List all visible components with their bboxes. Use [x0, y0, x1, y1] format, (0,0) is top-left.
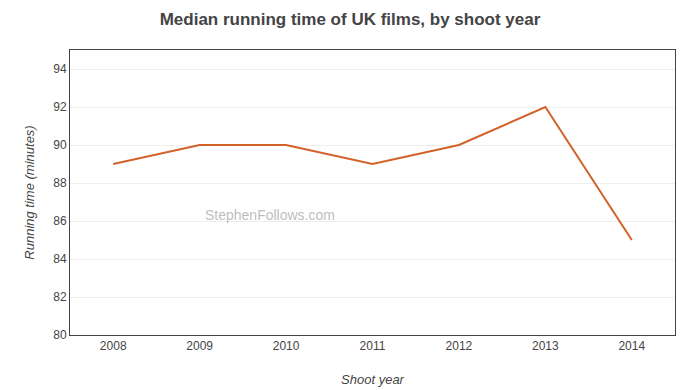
svg-text:2013: 2013	[532, 339, 559, 353]
svg-text:2008: 2008	[100, 339, 127, 353]
svg-text:90: 90	[53, 138, 67, 152]
svg-text:Median running time of UK film: Median running time of UK films, by shoo…	[160, 10, 541, 29]
svg-text:2009: 2009	[186, 339, 213, 353]
svg-text:92: 92	[53, 100, 67, 114]
svg-text:2010: 2010	[273, 339, 300, 353]
svg-text:2011: 2011	[360, 339, 386, 353]
svg-text:Running time (minutes): Running time (minutes)	[22, 125, 37, 259]
svg-text:88: 88	[53, 176, 67, 190]
svg-text:94: 94	[53, 62, 67, 76]
svg-text:2014: 2014	[618, 339, 645, 353]
svg-text:StephenFollows.com: StephenFollows.com	[205, 207, 335, 223]
svg-text:2012: 2012	[446, 339, 473, 353]
svg-text:80: 80	[53, 328, 67, 342]
svg-text:84: 84	[53, 252, 67, 266]
svg-text:82: 82	[53, 290, 67, 304]
svg-text:86: 86	[53, 214, 67, 228]
svg-text:Shoot year: Shoot year	[341, 372, 405, 387]
